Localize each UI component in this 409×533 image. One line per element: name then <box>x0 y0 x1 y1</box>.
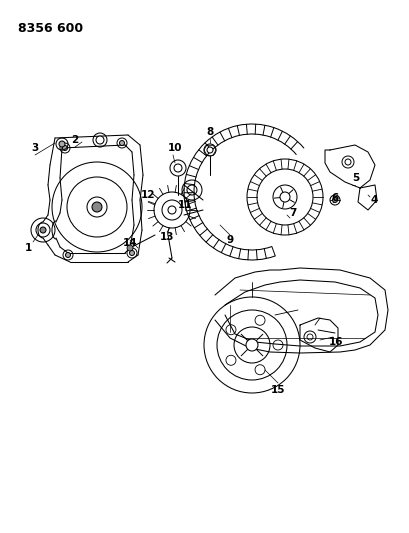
Text: 10: 10 <box>167 143 182 153</box>
Text: 2: 2 <box>71 135 79 145</box>
Text: 14: 14 <box>122 238 137 248</box>
Circle shape <box>207 147 213 153</box>
Text: 4: 4 <box>369 195 377 205</box>
Text: 5: 5 <box>351 173 359 183</box>
Circle shape <box>62 146 67 150</box>
Circle shape <box>96 136 104 144</box>
Text: 15: 15 <box>270 385 285 395</box>
Circle shape <box>279 192 289 202</box>
Text: 11: 11 <box>178 200 192 210</box>
Circle shape <box>59 141 65 147</box>
Circle shape <box>173 164 182 172</box>
Circle shape <box>40 227 46 233</box>
Circle shape <box>92 202 102 212</box>
Circle shape <box>245 339 257 351</box>
Text: 12: 12 <box>140 190 155 200</box>
Circle shape <box>119 141 124 146</box>
Text: 6: 6 <box>330 193 338 203</box>
Text: 1: 1 <box>24 243 31 253</box>
Text: 16: 16 <box>328 337 342 347</box>
Text: 3: 3 <box>31 143 38 153</box>
Text: 8356 600: 8356 600 <box>18 22 83 35</box>
Circle shape <box>65 253 70 257</box>
Circle shape <box>127 245 133 251</box>
Circle shape <box>168 206 175 214</box>
Circle shape <box>129 251 134 255</box>
Text: 9: 9 <box>226 235 233 245</box>
Text: 8: 8 <box>206 127 213 137</box>
Circle shape <box>332 198 337 203</box>
Text: 13: 13 <box>160 232 174 242</box>
Text: 7: 7 <box>289 208 296 218</box>
Circle shape <box>87 197 107 217</box>
